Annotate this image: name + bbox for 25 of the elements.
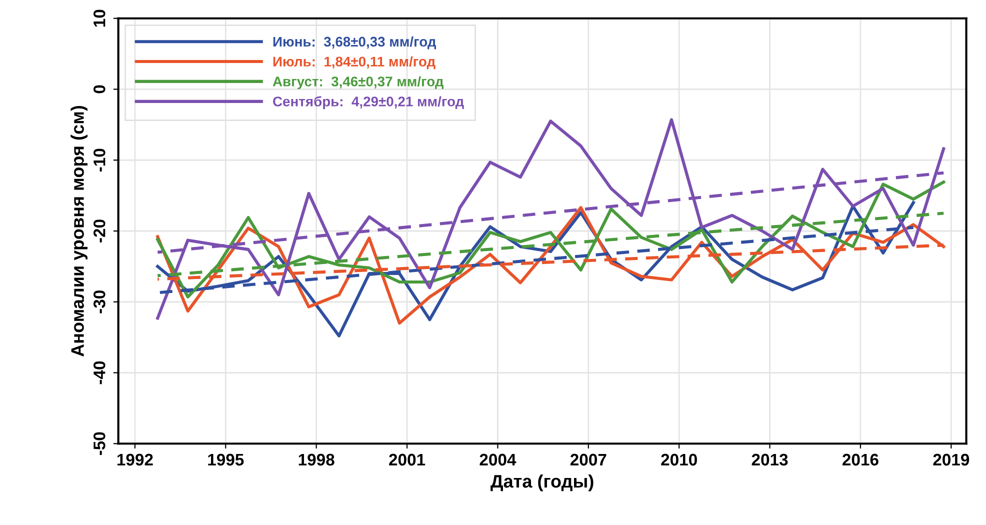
- x-tick-label: 2007: [570, 454, 606, 466]
- x-tick-label: 2004: [480, 454, 516, 466]
- y-axis-title: Аномалии уровня моря (см): [70, 106, 88, 356]
- y-tick-label: -30: [94, 290, 106, 314]
- x-tick-label: 2013: [752, 454, 788, 466]
- text: Сентябрь: 4,29±0,21 мм/год: [273, 96, 464, 110]
- x-tick-label: 1998: [298, 454, 334, 466]
- y-tick-label: -10: [94, 148, 106, 172]
- text: Июль: 1,84±0,11 мм/год: [273, 56, 436, 70]
- line-series: [156, 118, 946, 320]
- x-axis-title: Дата (годы): [490, 474, 594, 492]
- y-tick-label: -50: [94, 432, 106, 456]
- y-tick-label: -20: [94, 220, 106, 242]
- x-tick-label: 2010: [661, 454, 697, 466]
- line-series: [156, 180, 946, 298]
- y-tick-label: 10: [94, 10, 106, 27]
- x-tick-label: 1992: [117, 454, 153, 466]
- x-tick-label: 1995: [208, 454, 244, 466]
- text: Август: 3,46±0,37 мм/год: [272, 76, 444, 90]
- y-tick-label: -40: [94, 361, 106, 384]
- y-tick-label: 0: [94, 85, 106, 94]
- x-tick-label: 2019: [933, 454, 970, 466]
- x-tick-label: 2001: [389, 454, 426, 466]
- x-tick-label: 2016: [842, 454, 878, 466]
- text: Июнь: 3,68±0,33 мм/год: [273, 36, 436, 50]
